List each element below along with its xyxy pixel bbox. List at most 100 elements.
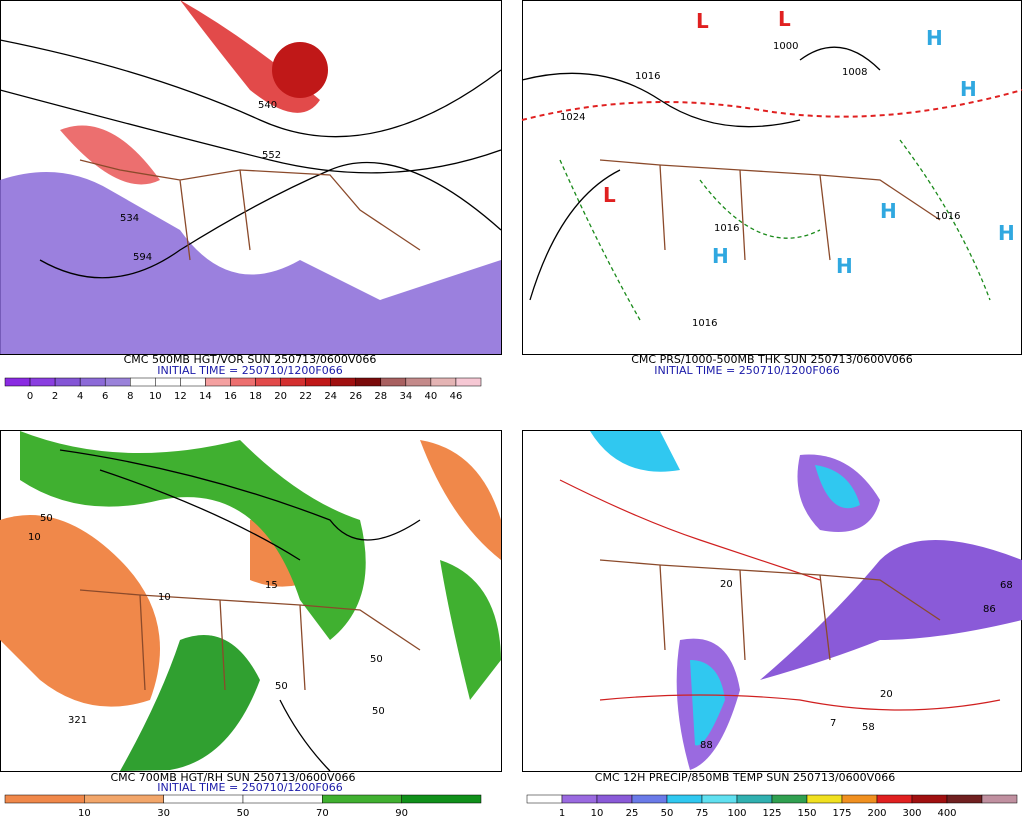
- high-center: H: [926, 26, 943, 50]
- colorbar-label: 40: [425, 391, 438, 402]
- colorbar-box: [736, 794, 773, 804]
- state-borders: [79, 159, 421, 261]
- rh-area: [120, 635, 260, 771]
- colorbar-box: [305, 377, 331, 387]
- low-center: L: [696, 9, 709, 33]
- contour-label: 534: [120, 213, 139, 224]
- colorbar-label: 12: [174, 391, 187, 402]
- colorbar-label: 10: [78, 808, 91, 819]
- colorbar-label: 20: [274, 391, 287, 402]
- precip-area: [690, 660, 725, 746]
- colorbar-box: [526, 794, 563, 804]
- colorbar-label: 100: [727, 808, 746, 819]
- colorbar-label: 30: [157, 808, 170, 819]
- initial-time: INITIAL TIME = 250710/1200F066: [654, 364, 839, 377]
- colorbar-box: [242, 794, 323, 804]
- colorbar-box: [405, 377, 432, 387]
- colorbar: 0 2 4 6 8 10 12 14 16 18 20 22 24 26 28 34 40 46: [4, 377, 482, 402]
- contour-label: 50: [40, 513, 53, 524]
- high-center: H: [836, 254, 853, 278]
- colorbar-box: [330, 377, 356, 387]
- colorbar-label: 28: [374, 391, 387, 402]
- colorbar-label: 46: [450, 391, 463, 402]
- temperature-label: 20: [880, 689, 893, 700]
- colorbar-box: [180, 377, 206, 387]
- colorbar-box: [401, 794, 482, 804]
- colorbar-box: [230, 377, 256, 387]
- colorbar-box: [255, 377, 281, 387]
- colorbar-label: 400: [937, 808, 956, 819]
- colorbar-box: [54, 377, 81, 387]
- colorbar-box: [79, 377, 106, 387]
- thickness-contour: [521, 89, 1023, 121]
- contour-label: 540: [258, 100, 277, 111]
- colorbar-label: 16: [224, 391, 237, 402]
- contour-label: 15: [265, 580, 278, 591]
- high-center: H: [960, 77, 977, 101]
- precip-label: 7: [830, 718, 836, 729]
- colorbar-label: 50: [661, 808, 674, 819]
- colorbar-box: [841, 794, 878, 804]
- height-contour: [0, 89, 502, 174]
- panel-500mb: 540 552 534 594 CMC 500MB HGT/VOR SUN 25…: [0, 0, 502, 402]
- temperature-label: 20: [720, 579, 733, 590]
- high-center: H: [880, 199, 897, 223]
- colorbar-label: 4: [77, 391, 83, 402]
- contour-label: 321: [68, 715, 87, 726]
- state-borders: [79, 589, 421, 691]
- colorbar: 1 10 25 50 75 100 125 150 175 200 300 400: [526, 794, 1018, 819]
- colorbar-box: [155, 377, 181, 387]
- map-frame: [522, 0, 1022, 355]
- panel-pressure: 1016 1024 1000 1008 1016 1016 1016 L L L…: [521, 0, 1023, 377]
- precip-label: 58: [862, 722, 875, 733]
- caption: CMC 700MB HGT/RH SUN 250713/0600V066: [110, 771, 355, 784]
- state-borders: [599, 159, 941, 261]
- colorbar-box: [946, 794, 983, 804]
- isobar-label: 1016: [692, 318, 717, 329]
- temperature-contour: [559, 479, 1001, 711]
- colorbar-label: 125: [762, 808, 781, 819]
- colorbar-box: [130, 377, 156, 387]
- colorbar-box: [771, 794, 808, 804]
- high-center: H: [712, 244, 729, 268]
- colorbar-label: 10: [591, 808, 604, 819]
- colorbar-label: 300: [902, 808, 921, 819]
- contour-label: 594: [133, 252, 152, 263]
- colorbar: 10 30 50 70 90: [4, 794, 482, 819]
- colorbar-label: 90: [395, 808, 408, 819]
- colorbar-box: [355, 377, 382, 387]
- height-contour: [39, 161, 502, 279]
- contour-label: 10: [28, 532, 41, 543]
- colorbar-box: [596, 794, 633, 804]
- panel-700mb: 10 50 321 10 50 50 15 50 CMC 700MB HGT/R…: [0, 430, 502, 819]
- colorbar-box: [666, 794, 703, 804]
- colorbar-box: [876, 794, 913, 804]
- colorbar-label: 18: [249, 391, 262, 402]
- colorbar-box: [430, 377, 457, 387]
- low-center: L: [778, 7, 791, 31]
- initial-time: INITIAL TIME = 250710/1200F066: [157, 364, 342, 377]
- colorbar-box: [322, 794, 402, 804]
- rh-area: [20, 431, 366, 640]
- isobar-label: 1008: [842, 67, 867, 78]
- contour-label: 50: [275, 681, 288, 692]
- contour-label: 50: [370, 654, 383, 665]
- colorbar-label: 175: [832, 808, 851, 819]
- height-contour: [59, 449, 421, 772]
- isobar-label: 1000: [773, 41, 798, 52]
- colorbar-box: [205, 377, 231, 387]
- colorbar-box: [84, 794, 164, 804]
- colorbar-label: 25: [626, 808, 639, 819]
- vorticity-area: [0, 172, 501, 354]
- colorbar-box: [104, 377, 131, 387]
- contour-label: 50: [372, 706, 385, 717]
- colorbar-box: [29, 377, 56, 387]
- colorbar-label: 26: [349, 391, 362, 402]
- vorticity-area: [60, 125, 160, 185]
- colorbar-box: [561, 794, 598, 804]
- colorbar-label: 22: [299, 391, 312, 402]
- colorbar-box: [911, 794, 948, 804]
- colorbar-label: 70: [316, 808, 329, 819]
- colorbar-label: 150: [797, 808, 816, 819]
- colorbar-box: [701, 794, 738, 804]
